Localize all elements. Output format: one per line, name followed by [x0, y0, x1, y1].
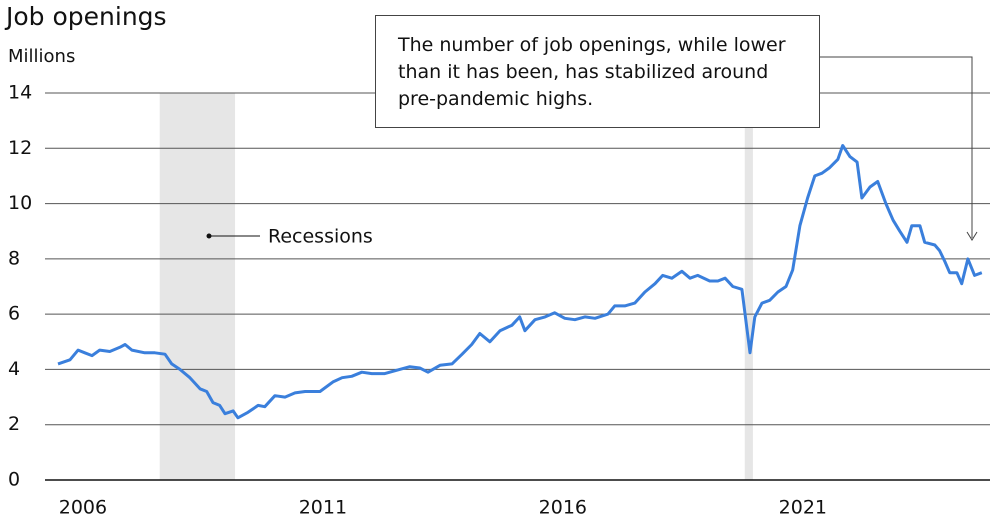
y-tick-label: 6 — [8, 303, 20, 325]
recession-band — [744, 93, 753, 480]
annotation-arrow — [820, 56, 973, 238]
main-layer — [57, 144, 983, 420]
y-tick-label: 0 — [8, 469, 20, 491]
arrow-head — [966, 231, 978, 241]
recession-label: Recessions — [268, 226, 373, 248]
x-tick-label: 2006 — [59, 497, 107, 519]
data-line — [57, 144, 983, 420]
recession-layer — [159, 93, 753, 480]
y-tick-label: 12 — [8, 137, 32, 159]
annotation: The number of job openings, while lower … — [375, 15, 820, 128]
x-tick-label: 2011 — [299, 497, 347, 519]
y-tick-label: 8 — [8, 247, 20, 269]
y-tick-label: 10 — [8, 192, 32, 214]
y-tick-label: 2 — [8, 413, 20, 435]
chart-title: Job openings — [4, 2, 167, 31]
recession-band — [159, 93, 236, 480]
y-tick-label: 14 — [8, 82, 32, 104]
x-tick-label: 2021 — [779, 497, 827, 519]
x-tick-label: 2016 — [539, 497, 587, 519]
y-axis-label: Millions — [8, 46, 75, 67]
y-tick-label: 4 — [8, 358, 20, 380]
